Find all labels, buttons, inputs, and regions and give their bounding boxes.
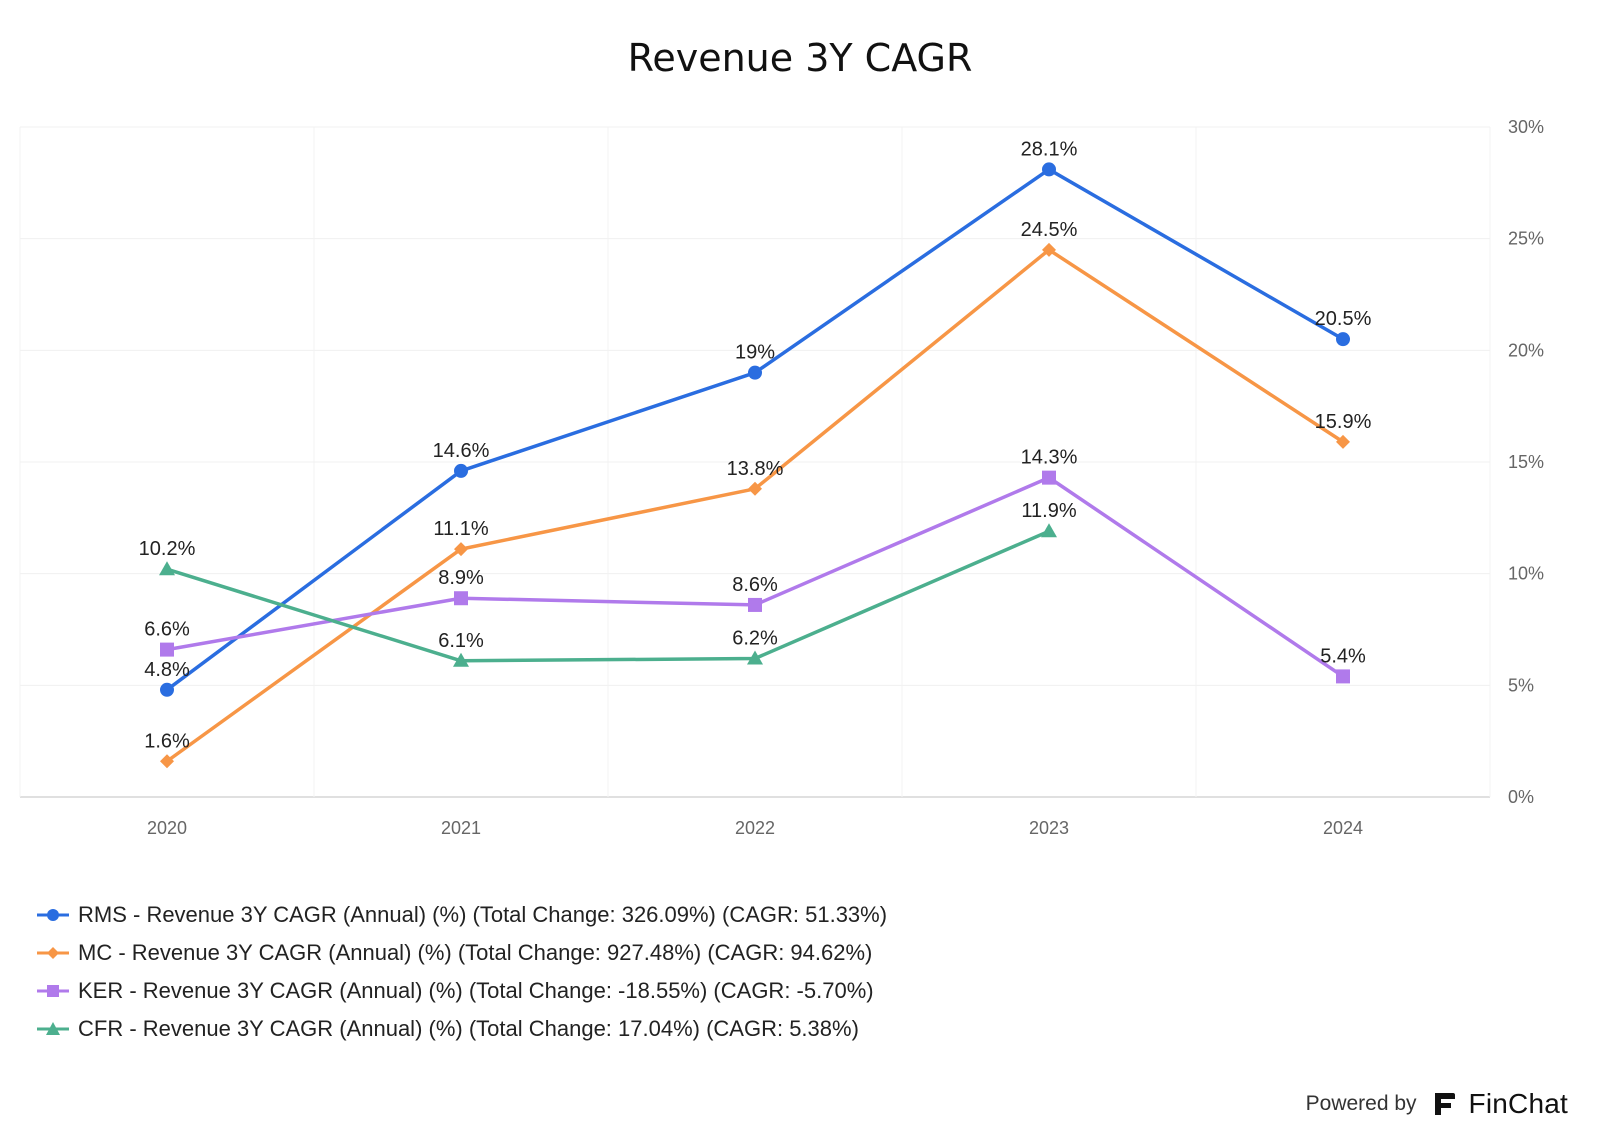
data-label: 8.9% xyxy=(438,567,484,589)
data-label: 6.2% xyxy=(732,628,778,650)
x-tick-label: 2020 xyxy=(147,818,187,838)
chart-title: Revenue 3Y CAGR xyxy=(627,36,973,80)
data-label: 1.6% xyxy=(144,730,190,752)
series-line-3 xyxy=(166,529,1050,663)
legend-marker-icon xyxy=(37,909,69,921)
data-point xyxy=(1336,669,1350,684)
finchat-logo-icon xyxy=(1434,1093,1455,1115)
data-label: 6.1% xyxy=(438,630,484,652)
legend-label: MC - Revenue 3Y CAGR (Annual) (%) (Total… xyxy=(78,940,873,965)
legend-marker-icon xyxy=(37,1022,69,1035)
data-label: 10.2% xyxy=(139,538,196,560)
data-label: 11.9% xyxy=(1021,500,1076,522)
x-tick-label: 2024 xyxy=(1323,818,1363,838)
data-label: 19% xyxy=(735,342,775,364)
data-label: 14.3% xyxy=(1021,447,1078,469)
data-label: 13.8% xyxy=(727,458,784,480)
data-label: 6.6% xyxy=(144,619,190,641)
y-tick-label: 0% xyxy=(1508,787,1534,807)
data-point xyxy=(747,650,763,665)
data-label: 15.9% xyxy=(1315,411,1372,433)
data-point xyxy=(159,561,175,576)
legend-item[interactable]: CFR - Revenue 3Y CAGR (Annual) (%) (Tota… xyxy=(36,1010,887,1048)
legend-label: KER - Revenue 3Y CAGR (Annual) (%) (Tota… xyxy=(78,978,874,1003)
y-tick-label: 10% xyxy=(1508,564,1544,584)
x-tick-label: 2023 xyxy=(1029,818,1069,838)
data-label: 4.8% xyxy=(144,659,190,681)
y-tick-label: 15% xyxy=(1508,452,1544,472)
powered-by-label: Powered by xyxy=(1305,1092,1417,1115)
powered-by-footer: Powered by FinChat xyxy=(1306,1088,1568,1120)
y-tick-label: 20% xyxy=(1508,340,1544,360)
legend-marker-icon xyxy=(37,947,69,959)
data-point xyxy=(1042,162,1056,177)
data-point xyxy=(454,463,468,478)
x-tick-label: 2021 xyxy=(441,818,481,838)
legend-item[interactable]: RMS - Revenue 3Y CAGR (Annual) (%) (Tota… xyxy=(36,896,887,934)
legend-label: RMS - Revenue 3Y CAGR (Annual) (%) (Tota… xyxy=(78,902,888,927)
y-tick-label: 30% xyxy=(1508,117,1544,137)
data-point xyxy=(453,652,469,667)
data-point xyxy=(748,597,762,612)
legend-item[interactable]: KER - Revenue 3Y CAGR (Annual) (%) (Tota… xyxy=(36,972,887,1010)
data-point xyxy=(1042,242,1056,257)
data-label: 20.5% xyxy=(1315,308,1372,330)
data-label: 8.6% xyxy=(732,574,778,596)
data-point xyxy=(748,365,762,380)
y-tick-label: 5% xyxy=(1508,675,1534,695)
series-line-1 xyxy=(165,248,1344,763)
legend-item[interactable]: MC - Revenue 3Y CAGR (Annual) (%) (Total… xyxy=(36,934,887,972)
legend-marker-icon xyxy=(37,985,69,997)
legend-label: CFR - Revenue 3Y CAGR (Annual) (%) (Tota… xyxy=(78,1016,859,1041)
data-label: 24.5% xyxy=(1021,219,1078,241)
data-point xyxy=(160,682,174,697)
data-label: 5.4% xyxy=(1320,645,1366,667)
data-label: 14.6% xyxy=(433,440,490,462)
data-label: 28.1% xyxy=(1021,138,1078,160)
data-point xyxy=(748,481,762,496)
data-point xyxy=(160,642,174,657)
data-label: 11.1% xyxy=(433,518,488,540)
y-tick-label: 25% xyxy=(1508,229,1544,249)
data-point xyxy=(160,754,174,769)
data-point xyxy=(454,591,468,606)
x-tick-label: 2022 xyxy=(735,818,775,838)
data-point xyxy=(1041,523,1057,538)
data-point xyxy=(1336,434,1350,449)
data-point xyxy=(1336,332,1350,347)
finchat-brand: FinChat xyxy=(1468,1088,1568,1119)
data-point xyxy=(454,542,468,557)
chart-legend: RMS - Revenue 3Y CAGR (Annual) (%) (Tota… xyxy=(36,896,887,1048)
data-point xyxy=(1042,470,1056,485)
